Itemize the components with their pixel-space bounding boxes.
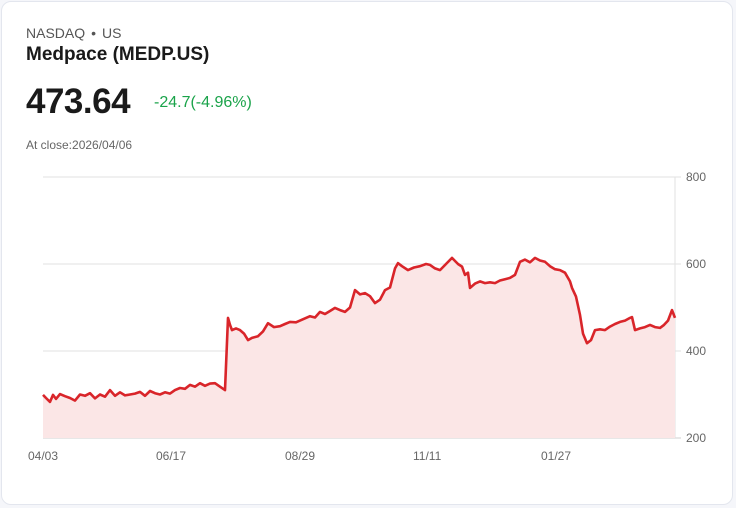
svg-text:200: 200 <box>686 431 706 445</box>
price-change: -24.7(-4.96%) <box>154 94 252 111</box>
exchange-line: NASDAQ • US <box>26 25 121 41</box>
current-price: 473.64 <box>26 82 131 121</box>
svg-text:01/27: 01/27 <box>541 449 571 463</box>
close-date: At close:2026/04/06 <box>26 138 133 152</box>
exchange-name: NASDAQ <box>26 25 86 41</box>
svg-text:06/17: 06/17 <box>156 449 186 463</box>
price-line <box>42 256 677 404</box>
svg-text:600: 600 <box>686 257 706 271</box>
price-area-fill <box>43 257 675 438</box>
svg-text:08/29: 08/29 <box>285 449 315 463</box>
svg-text:800: 800 <box>686 170 706 184</box>
stock-title: Medpace (MEDP.US) <box>26 44 210 65</box>
region: US <box>102 25 122 41</box>
svg-text:04/03: 04/03 <box>28 449 58 463</box>
y-axis-labels: 800 600 400 200 <box>686 170 706 445</box>
separator-dot: • <box>91 25 97 41</box>
svg-text:11/11: 11/11 <box>413 449 442 463</box>
x-axis-labels: 04/03 06/17 08/29 11/11 01/27 <box>28 449 571 463</box>
svg-text:400: 400 <box>686 344 706 358</box>
